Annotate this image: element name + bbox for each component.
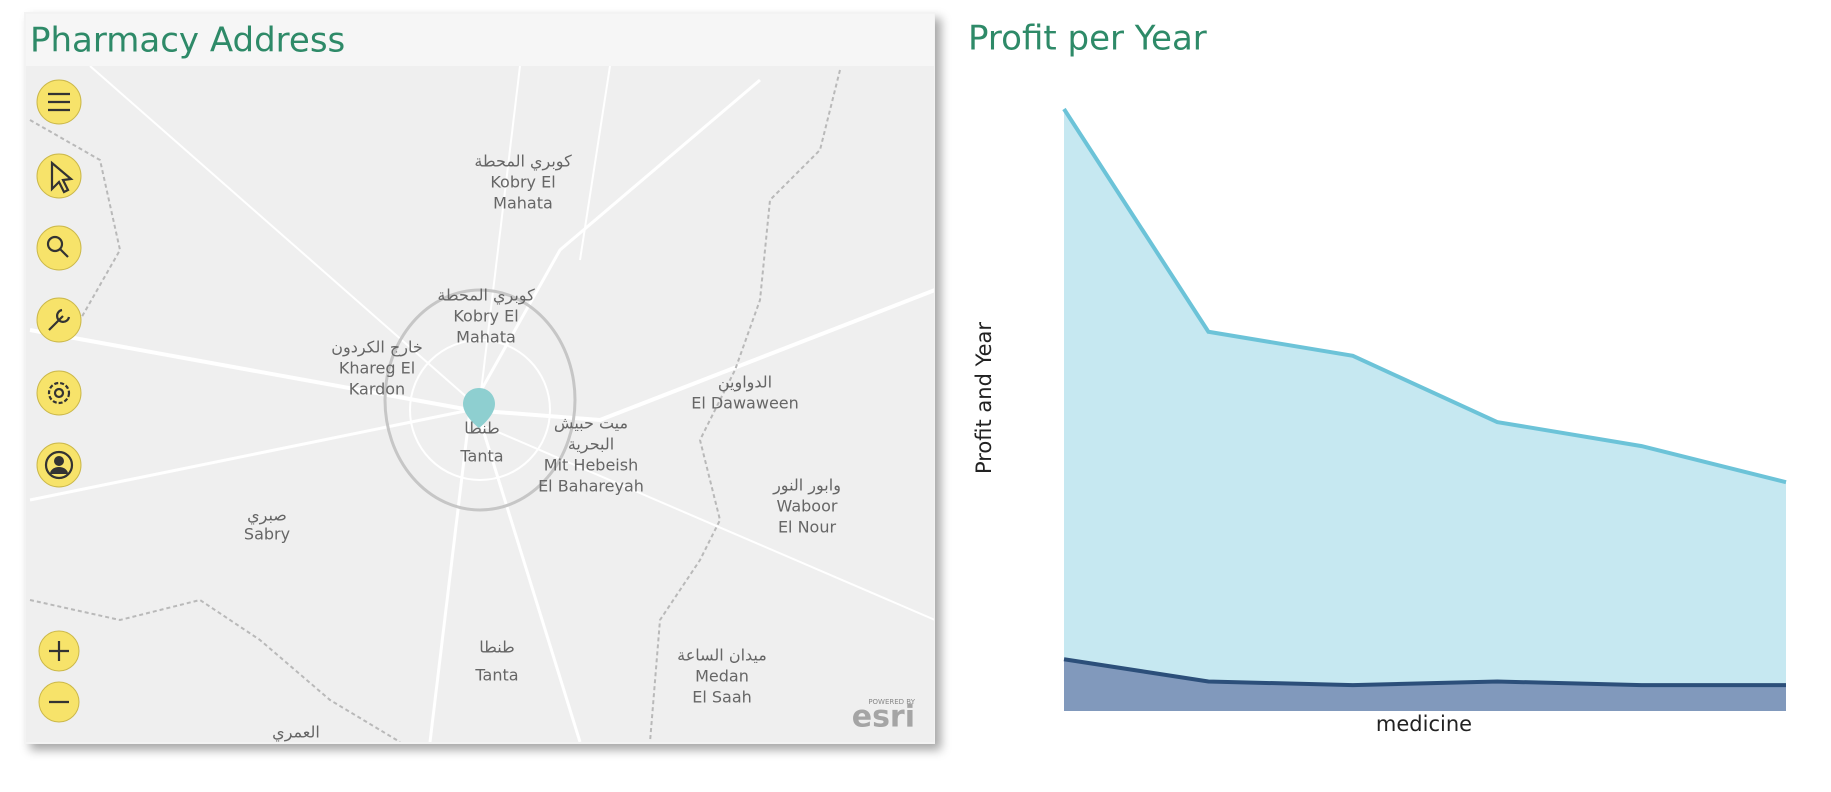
line (1063, 657, 1786, 688)
map-pin[interactable] (463, 388, 495, 428)
place-label: El Saah (692, 688, 752, 707)
place-label: Khareg El (339, 359, 415, 378)
place-label: ميدان الساعة (677, 646, 767, 665)
place-label: Tanta (459, 447, 503, 466)
place-label: طنطا (464, 419, 500, 438)
map-toolbar (36, 79, 82, 723)
place-label: Kobry El (453, 307, 518, 326)
map-header (26, 14, 934, 66)
x-axis-label: medicine (1376, 712, 1472, 736)
attribution-caption: POWERED BY (868, 698, 915, 706)
place-label: ميت حبيش (554, 414, 628, 434)
place-label: طنطا (479, 638, 515, 657)
place-label: El Bahareyah (538, 477, 644, 496)
y-axis-label: Profit and Year (972, 322, 996, 474)
settings-button[interactable] (36, 370, 82, 416)
search-button[interactable] (36, 225, 82, 271)
line (1062, 107, 1787, 485)
place-label: صبري (247, 506, 287, 526)
chart-title: Profit per Year (968, 19, 1207, 59)
boundary (29, 598, 401, 742)
place-label: الدواوين (718, 373, 772, 393)
place-label: كوبري المحطة (474, 152, 572, 172)
tools-button[interactable] (36, 297, 82, 343)
map-title: Pharmacy Address (30, 21, 345, 61)
boundary (649, 69, 841, 742)
select-button[interactable] (36, 153, 82, 199)
place-label: El Dawaween (691, 394, 799, 413)
attribution-logo: esri (852, 700, 915, 735)
place-label: Mahata (456, 328, 516, 347)
place-label: El Nour (778, 518, 837, 537)
place-label: Mahata (493, 194, 553, 213)
place-label: العمري (272, 723, 320, 743)
place-label: Sabry (244, 525, 290, 544)
map-roads (29, 66, 934, 742)
place-label: كوبري المحطة (437, 286, 535, 306)
place-label: وابور النور (772, 476, 841, 496)
account-button[interactable] (36, 442, 82, 488)
place-label: Mit Hebeish (544, 456, 638, 475)
place-label: Kardon (349, 380, 405, 399)
place-label: Medan (695, 667, 749, 686)
place-label: خارج الكردون (331, 338, 423, 358)
boundary (29, 119, 122, 321)
menu-button[interactable] (36, 79, 82, 125)
area (1064, 109, 1786, 711)
place-label: Kobry El (490, 173, 555, 192)
place-label: Tanta (474, 666, 518, 685)
place-label: البحرية (568, 435, 614, 455)
zoom-in-button[interactable] (38, 630, 80, 672)
chart-panel: Profit per Year Profit and Year medicine (968, 19, 1787, 736)
zoom-out-button[interactable] (38, 681, 80, 723)
place-label: Waboor (777, 497, 838, 516)
